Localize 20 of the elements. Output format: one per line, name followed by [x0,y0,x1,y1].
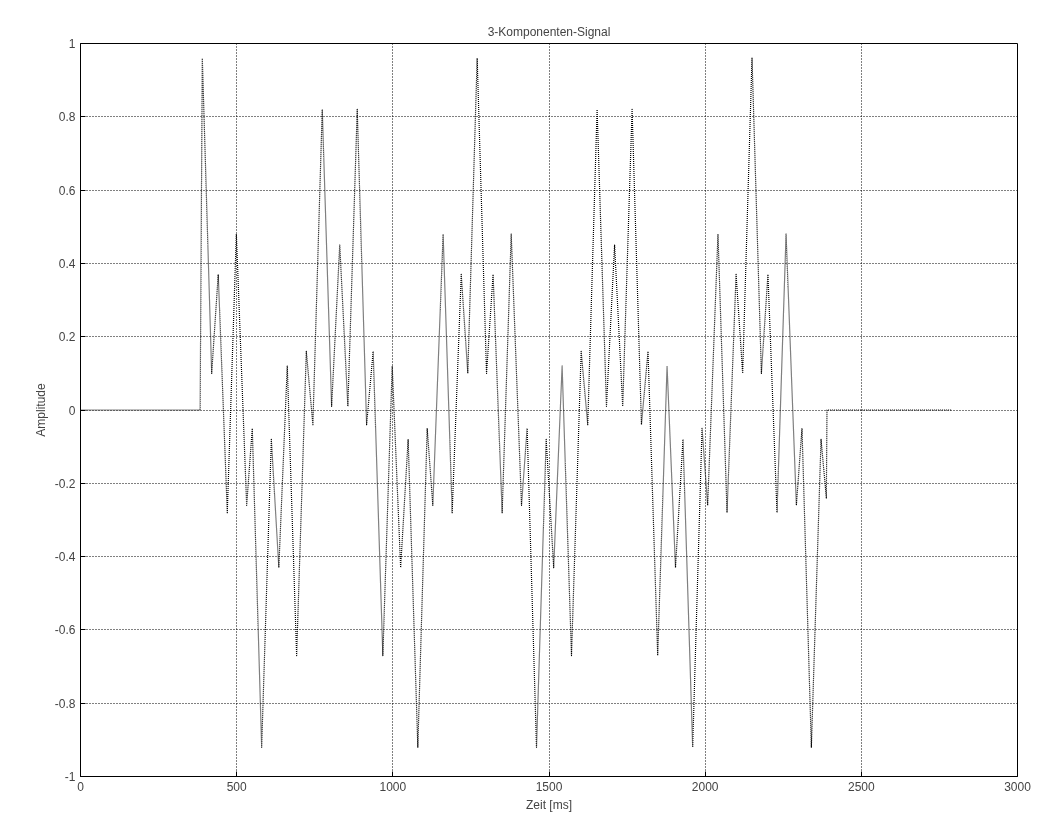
chart-title: 3-Komponenten-Signal [487,24,611,39]
y-tick-label: 0.8 [58,110,76,125]
x-tick-label: 500 [226,779,247,794]
y-tick-label: -0.2 [54,476,76,491]
x-tick-label: 2000 [691,779,719,794]
y-axis-title: Amplitude [33,382,48,437]
y-tick-label: 0.6 [58,183,76,198]
x-tick-label: 3000 [1004,779,1032,794]
x-tick-label: 1000 [379,779,407,794]
y-tick-label: -0.8 [54,696,76,711]
x-axis-title: Zeit [ms] [526,797,573,812]
y-tick-label: -0.6 [54,623,76,638]
y-tick-label: -0.4 [54,550,76,565]
y-tick-label: 1 [68,37,76,51]
y-tick-label: 0 [68,403,76,418]
y-tick-label: 0.2 [58,330,76,345]
x-tick-label: 2500 [847,779,876,794]
y-tick-label: 0.4 [58,256,76,271]
x-tick-label: 1500 [535,779,563,794]
y-tick-label: -1 [64,770,76,784]
